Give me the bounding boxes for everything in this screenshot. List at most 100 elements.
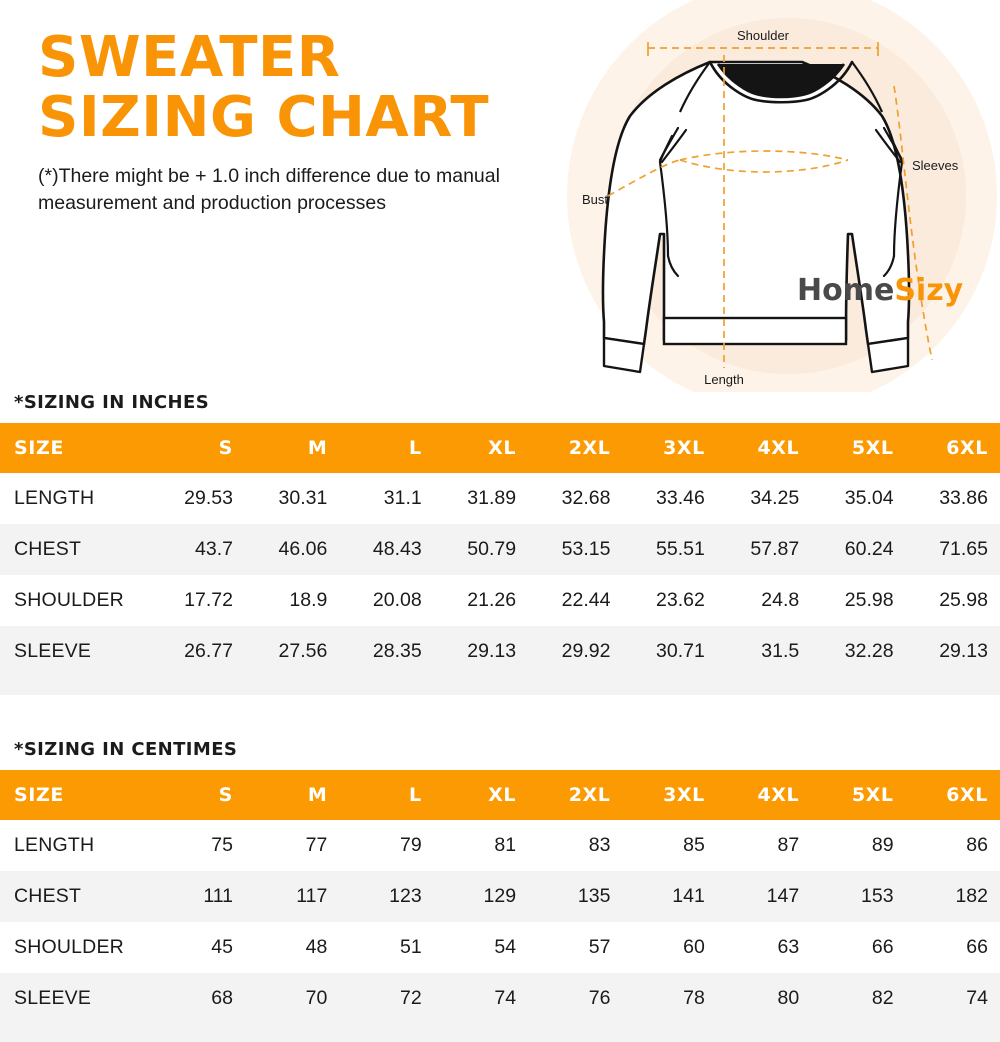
cell: 32.28 (811, 626, 906, 677)
table-bottom-band-centimeters (0, 1024, 1000, 1042)
hero-section: Shoulder Bust Sleeves Length HomeSizy SW… (0, 0, 1000, 392)
cell: 153 (811, 871, 906, 922)
cell: 29.53 (184, 487, 233, 509)
cell: 21.26 (467, 589, 517, 611)
sweater-diagram-svg: Shoulder Bust Sleeves Length HomeSizy (567, 0, 997, 392)
cell: 63 (777, 936, 800, 958)
col-header-4xl: 4XL (716, 770, 812, 820)
neckline-outer (708, 60, 854, 104)
col-header-size: SIZE (0, 770, 151, 820)
cell: 79 (400, 834, 422, 856)
cell: 48 (305, 936, 328, 958)
cell: 87 (777, 834, 800, 856)
table-row: SHOULDER 17.72 18.9 20.08 21.26 22.44 23… (0, 575, 1000, 626)
cell: 20.08 (372, 589, 422, 611)
cell: 74 (433, 973, 529, 1024)
cuffs (602, 336, 910, 374)
cell: 86 (966, 834, 988, 856)
col-header-m: M (244, 423, 340, 473)
cell: 129 (433, 871, 529, 922)
cell: 60 (683, 936, 705, 958)
cell: 55.51 (622, 524, 717, 575)
row-label-shoulder: SHOULDER (14, 936, 124, 958)
cell: 117 (244, 871, 340, 922)
cell: 82 (811, 973, 906, 1024)
col-header-5xl: 5XL (811, 770, 906, 820)
cell: 51 (400, 936, 422, 958)
cell: 35.04 (844, 487, 894, 509)
table-row: SHOULDER 45 48 51 54 57 60 63 66 66 (0, 922, 1000, 973)
col-header-xl: XL (433, 423, 529, 473)
sweater-illustration: Shoulder Bust Sleeves Length HomeSizy (560, 0, 1000, 392)
col-header-2xl: 2XL (528, 770, 623, 820)
measurement-disclaimer: (*)There might be + 1.0 inch difference … (38, 164, 500, 214)
cell: 31.89 (467, 487, 517, 509)
shoulder-seam-left (678, 61, 711, 113)
cell: 30.31 (278, 487, 328, 509)
col-header-l: L (339, 770, 434, 820)
cell: 123 (339, 871, 434, 922)
cell: 45 (211, 936, 233, 958)
row-label-sleeve: SLEEVE (0, 973, 151, 1024)
cuff-left (602, 336, 646, 374)
sizing-table-centimeters: SIZE S M L XL 2XL 3XL 4XL 5XL 6XL LENGTH… (0, 770, 1000, 1024)
cell: 25.98 (939, 589, 988, 611)
cell: 74 (905, 973, 1000, 1024)
cell: 89 (871, 834, 894, 856)
cell: 75 (211, 834, 233, 856)
cell: 26.77 (150, 626, 245, 677)
title-block: SWEATER SIZING CHART (*)There might be +… (38, 27, 598, 217)
sleeves-guide-line (893, 85, 933, 361)
armpit-creases (658, 126, 904, 278)
row-label-length: LENGTH (14, 487, 95, 509)
cell: 17.72 (184, 589, 233, 611)
cell: 60.24 (811, 524, 906, 575)
cell: 71.65 (905, 524, 1000, 575)
row-label-shoulder: SHOULDER (14, 589, 124, 611)
brand-logo-sizy: Sizy (894, 273, 963, 308)
cell: 33.46 (656, 487, 705, 509)
row-label-length: LENGTH (14, 834, 95, 856)
row-label-chest: CHEST (0, 524, 151, 575)
cell: 70 (244, 973, 340, 1024)
cell: 43.7 (150, 524, 245, 575)
cell: 141 (622, 871, 717, 922)
section-label-centimeters: *SIZING IN CENTIMES (14, 739, 238, 760)
cell: 66 (966, 936, 988, 958)
shoulder-seam-right (851, 61, 884, 113)
cell: 80 (716, 973, 812, 1024)
waistband (662, 316, 848, 346)
table-row: LENGTH 29.53 30.31 31.1 31.89 32.68 33.4… (0, 473, 1000, 524)
cuff-right (866, 336, 910, 374)
row-label-sleeve: SLEEVE (0, 626, 151, 677)
cell: 34.25 (750, 487, 800, 509)
table-row: SLEEVE 26.77 27.56 28.35 29.13 29.92 30.… (0, 626, 1000, 677)
measurement-guides (607, 42, 933, 368)
section-label-inches: *SIZING IN INCHES (14, 392, 210, 413)
cell: 24.8 (761, 589, 800, 611)
cell: 18.9 (289, 589, 328, 611)
cell: 31.5 (716, 626, 812, 677)
page-title: SWEATER SIZING CHART (38, 27, 598, 151)
sizing-table-inches: SIZE S M L XL 2XL 3XL 4XL 5XL 6XL LENGTH… (0, 423, 1000, 677)
col-header-xl: XL (433, 770, 529, 820)
page-title-line2: SIZING CHART (38, 85, 490, 151)
cell: 29.13 (433, 626, 529, 677)
col-header-size: SIZE (0, 423, 151, 473)
col-header-6xl: 6XL (905, 770, 1000, 820)
cell: 57 (588, 936, 611, 958)
col-header-m: M (244, 770, 340, 820)
cell: 81 (494, 834, 517, 856)
cell: 27.56 (244, 626, 340, 677)
cell: 66 (871, 936, 894, 958)
cell: 46.06 (244, 524, 340, 575)
cell: 30.71 (622, 626, 717, 677)
cell: 147 (716, 871, 812, 922)
bust-guide-curve-lower (679, 159, 849, 173)
cell: 50.79 (433, 524, 529, 575)
cell: 25.98 (844, 589, 894, 611)
cell: 48.43 (339, 524, 434, 575)
cell: 182 (905, 871, 1000, 922)
col-header-s: S (150, 423, 245, 473)
brand-logo-home: Home (797, 273, 894, 308)
